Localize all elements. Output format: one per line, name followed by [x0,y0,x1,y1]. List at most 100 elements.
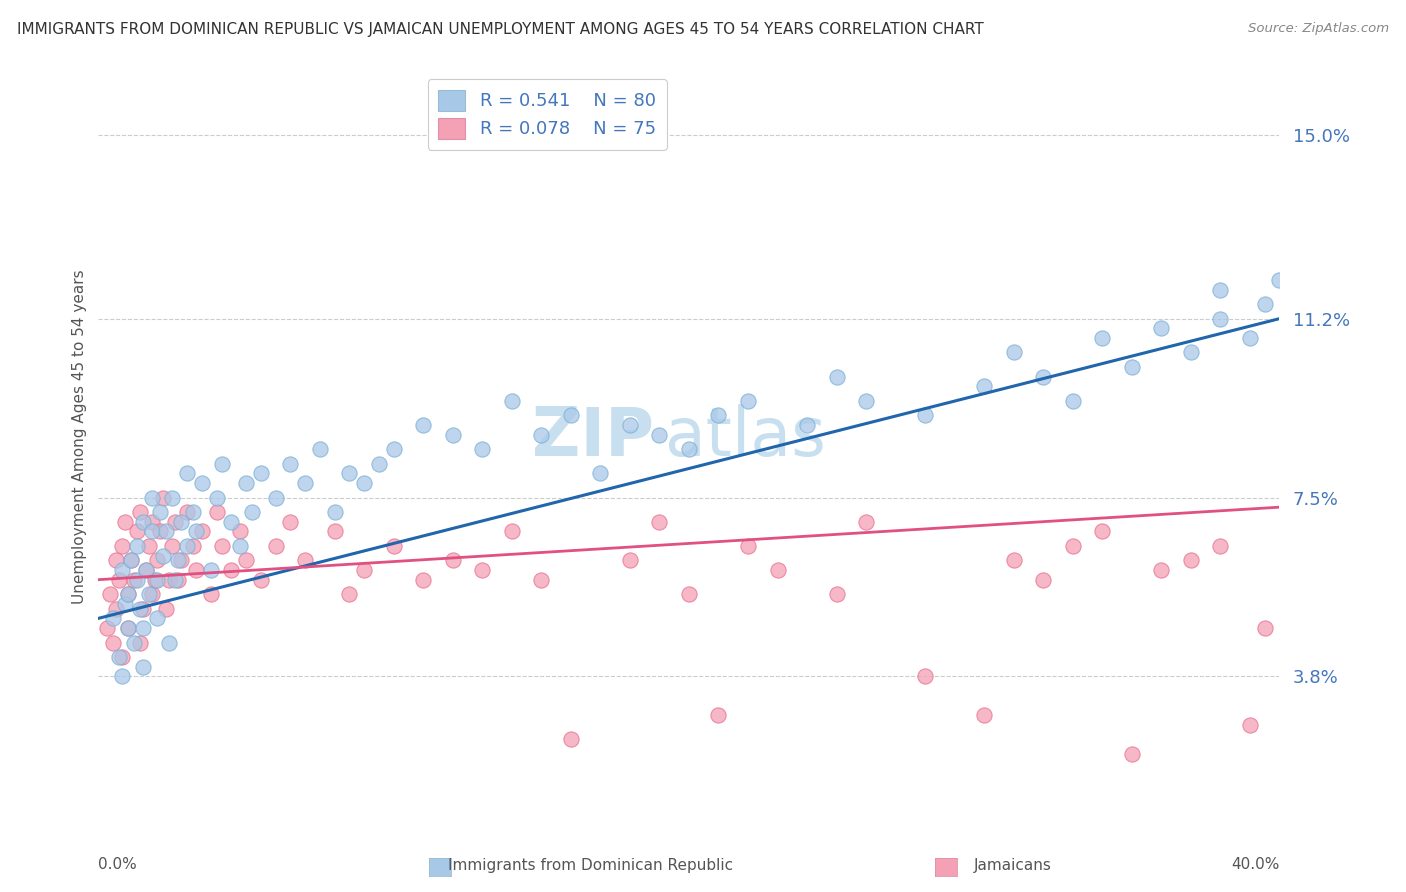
Point [1180,553,1202,567]
Point [135,563,157,577]
Point [167,553,190,567]
Point [221,515,243,529]
Point [441,553,464,567]
Point [108,650,131,665]
Point [143,573,166,587]
Point [117,587,139,601]
Point [1062,393,1084,408]
Point [105,601,128,615]
Text: ZIP: ZIP [531,404,654,470]
Point [200,587,222,601]
Point [619,417,641,432]
Point [796,417,818,432]
Point [105,553,128,567]
Point [205,505,228,519]
Point [382,539,405,553]
Point [200,563,222,577]
Point [825,587,848,601]
Point [1032,369,1054,384]
Text: Source: ZipAtlas.com: Source: ZipAtlas.com [1249,22,1389,36]
Point [128,635,150,649]
Point [111,563,134,577]
Point [766,563,789,577]
Point [1091,331,1114,345]
Point [973,379,995,393]
Point [165,515,187,529]
Point [1254,297,1277,311]
Point [229,539,252,553]
Point [132,515,155,529]
Point [155,601,177,615]
Point [125,524,148,539]
Point [339,587,361,601]
Point [1150,321,1173,335]
Text: Immigrants from Dominican Republic: Immigrants from Dominican Republic [449,858,733,872]
Point [855,393,877,408]
Point [309,442,332,457]
Point [117,587,139,601]
Point [1121,747,1143,761]
Point [149,524,172,539]
Point [146,611,169,625]
Point [855,515,877,529]
Point [737,539,759,553]
Text: Jamaicans: Jamaicans [973,858,1052,872]
Point [1062,539,1084,553]
Point [167,573,190,587]
Point [264,491,287,505]
Point [128,601,150,615]
Point [648,515,671,529]
Point [294,553,316,567]
Point [1268,273,1291,287]
Point [441,427,464,442]
Point [323,524,346,539]
Point [1032,573,1054,587]
Point [382,442,405,457]
Point [353,563,375,577]
Point [368,457,391,471]
Point [157,573,180,587]
Point [122,573,145,587]
Point [211,457,233,471]
Point [501,524,523,539]
Point [280,457,302,471]
Point [176,505,198,519]
Point [125,539,148,553]
Point [1002,345,1025,359]
Point [162,491,183,505]
Point [141,587,163,601]
Point [560,732,582,747]
Point [184,524,207,539]
Point [678,587,700,601]
Point [157,635,180,649]
Point [181,539,204,553]
Point [323,505,346,519]
Point [1121,359,1143,374]
Point [1209,311,1232,326]
Legend: R = 0.541    N = 80, R = 0.078    N = 75: R = 0.541 N = 80, R = 0.078 N = 75 [427,79,666,150]
Point [737,393,759,408]
Point [114,597,136,611]
Point [471,442,494,457]
Point [176,539,198,553]
Point [914,669,936,683]
Point [294,475,316,490]
Point [138,539,160,553]
Point [1239,331,1261,345]
Text: 0.0%: 0.0% [98,856,138,871]
Point [648,427,671,442]
Point [1254,621,1277,635]
Point [132,659,155,673]
Point [117,621,139,635]
Point [211,539,233,553]
Point [339,467,361,481]
Point [1150,563,1173,577]
Point [589,467,612,481]
Point [250,573,273,587]
Point [165,573,187,587]
Y-axis label: Unemployment Among Ages 45 to 54 years: Unemployment Among Ages 45 to 54 years [72,269,87,605]
Point [108,573,131,587]
Point [146,573,169,587]
Point [120,553,142,567]
Point [111,539,134,553]
